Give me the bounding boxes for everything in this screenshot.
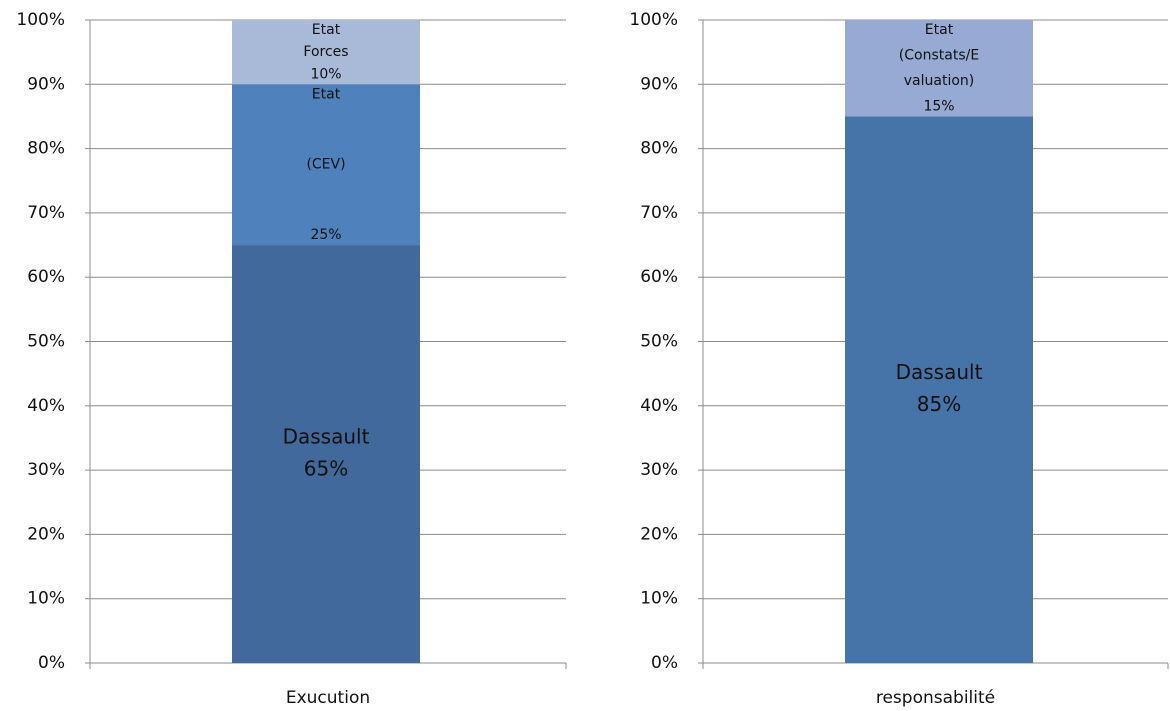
y-tick-label: 80% bbox=[640, 139, 678, 159]
series-label-line: Etat bbox=[925, 22, 954, 38]
bar-segment bbox=[845, 20, 1033, 117]
data-label: 85% bbox=[917, 392, 961, 416]
y-tick-label: 100% bbox=[629, 10, 678, 30]
y-tick-label: 100% bbox=[16, 10, 65, 30]
series-label-line: (Constats/E bbox=[899, 47, 979, 63]
y-tick-label: 20% bbox=[640, 524, 678, 544]
x-tick-label: responsabilité bbox=[876, 688, 995, 708]
bar-segment bbox=[232, 20, 420, 85]
y-tick-label: 70% bbox=[27, 203, 65, 223]
y-tick-label: 60% bbox=[27, 267, 65, 287]
data-label: 65% bbox=[304, 457, 348, 481]
y-tick-label: 10% bbox=[640, 589, 678, 609]
series-label-line: valuation) bbox=[904, 73, 975, 89]
y-tick-label: 90% bbox=[640, 74, 678, 94]
data-label: 15% bbox=[923, 98, 954, 114]
series-label: Dassault bbox=[283, 425, 370, 449]
series-label: Etat Forces bbox=[303, 22, 348, 60]
y-tick-label: 90% bbox=[27, 74, 65, 94]
y-tick-label: 50% bbox=[640, 332, 678, 352]
data-label: 10% bbox=[310, 66, 341, 82]
y-tick-label: 0% bbox=[38, 653, 65, 673]
series-label-line: (CEV) bbox=[306, 157, 345, 173]
series-label-line: Etat bbox=[312, 22, 341, 38]
y-tick-label: 40% bbox=[640, 396, 678, 416]
bar-segment bbox=[232, 245, 420, 664]
y-tick-label: 80% bbox=[27, 139, 65, 159]
bar-segment bbox=[845, 116, 1033, 663]
y-tick-label: 10% bbox=[27, 589, 65, 609]
y-tick-label: 50% bbox=[27, 332, 65, 352]
data-label: 25% bbox=[310, 227, 341, 243]
series-label-line: Etat bbox=[312, 86, 341, 102]
series-label: Dassault bbox=[896, 360, 983, 384]
y-tick-label: 60% bbox=[640, 267, 678, 287]
x-tick-label: Exucution bbox=[286, 688, 370, 708]
series-label: Etat (CEV) bbox=[306, 86, 345, 172]
y-tick-label: 20% bbox=[27, 524, 65, 544]
series-label-line: Forces bbox=[303, 44, 348, 60]
y-tick-label: 70% bbox=[640, 203, 678, 223]
y-tick-label: 0% bbox=[651, 653, 678, 673]
y-tick-label: 30% bbox=[27, 460, 65, 480]
y-tick-label: 40% bbox=[27, 396, 65, 416]
series-label: Etat (Constats/E valuation) bbox=[899, 22, 979, 89]
bar-segment bbox=[232, 84, 420, 246]
y-tick-label: 30% bbox=[640, 460, 678, 480]
